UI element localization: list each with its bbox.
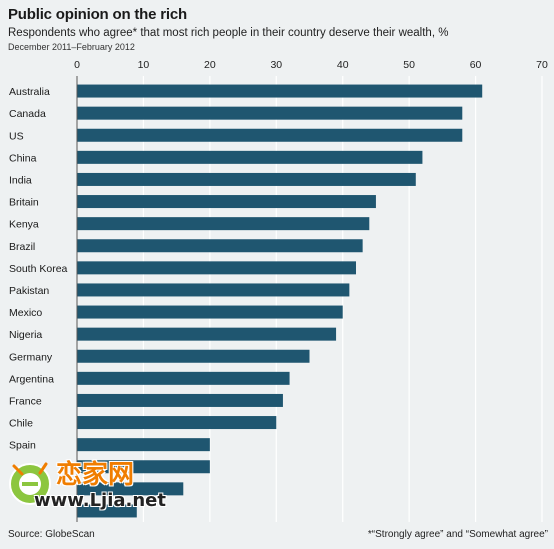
bar bbox=[77, 195, 376, 209]
bar bbox=[77, 327, 337, 341]
x-tick-label: 40 bbox=[337, 59, 349, 71]
x-tick-label: 20 bbox=[204, 59, 216, 71]
category-label: Kenya bbox=[9, 219, 39, 231]
x-tick-label: 70 bbox=[536, 59, 548, 71]
bar bbox=[77, 349, 310, 363]
x-tick-label: 60 bbox=[470, 59, 482, 71]
x-tick-label: 0 bbox=[74, 59, 80, 71]
bar bbox=[77, 460, 210, 474]
bar bbox=[77, 217, 370, 231]
category-label: Canada bbox=[9, 108, 46, 120]
category-label: France bbox=[9, 395, 42, 407]
category-label: Brazil bbox=[9, 241, 35, 253]
bar bbox=[77, 128, 463, 142]
bar bbox=[77, 106, 463, 120]
bar bbox=[77, 416, 277, 430]
category-label: Chile bbox=[9, 418, 33, 430]
watermark: 恋家网 www.Ljia.net bbox=[4, 452, 184, 522]
bar bbox=[77, 371, 290, 385]
bar bbox=[77, 305, 343, 319]
bar bbox=[77, 84, 483, 98]
bar bbox=[77, 172, 416, 186]
x-tick-label: 30 bbox=[270, 59, 282, 71]
category-label: Nigeria bbox=[9, 329, 42, 341]
footnote: *“Strongly agree” and “Somewhat agree” bbox=[367, 529, 548, 540]
bar bbox=[77, 393, 283, 407]
watermark-logo-icon bbox=[9, 462, 51, 505]
x-tick-label: 50 bbox=[403, 59, 415, 71]
chart-date-range: December 2011–February 2012 bbox=[8, 42, 135, 52]
watermark-brand: 恋家网 bbox=[56, 460, 135, 490]
category-label: Australia bbox=[9, 86, 50, 98]
bar bbox=[77, 504, 137, 518]
category-label: India bbox=[9, 174, 32, 186]
category-label: Argentina bbox=[9, 373, 54, 385]
bar bbox=[77, 239, 363, 253]
category-label: China bbox=[9, 152, 37, 164]
category-label: Britain bbox=[9, 197, 39, 209]
bar bbox=[77, 150, 423, 164]
category-label: Spain bbox=[9, 440, 36, 452]
watermark-url: www.Ljia.net bbox=[34, 490, 166, 511]
category-label: South Korea bbox=[9, 263, 68, 275]
category-label: Germany bbox=[9, 351, 53, 363]
source-note: Source: GlobeScan bbox=[8, 529, 95, 540]
bar bbox=[77, 438, 210, 452]
category-label: Mexico bbox=[9, 307, 42, 319]
bar bbox=[77, 482, 184, 496]
bar bbox=[77, 283, 350, 297]
bar bbox=[77, 261, 356, 275]
chart-title: Public opinion on the rich bbox=[8, 6, 187, 23]
x-tick-label: 10 bbox=[138, 59, 150, 71]
chart-subtitle: Respondents who agree* that most rich pe… bbox=[8, 27, 449, 39]
category-label: US bbox=[9, 130, 24, 142]
category-label: Pakistan bbox=[9, 285, 49, 297]
